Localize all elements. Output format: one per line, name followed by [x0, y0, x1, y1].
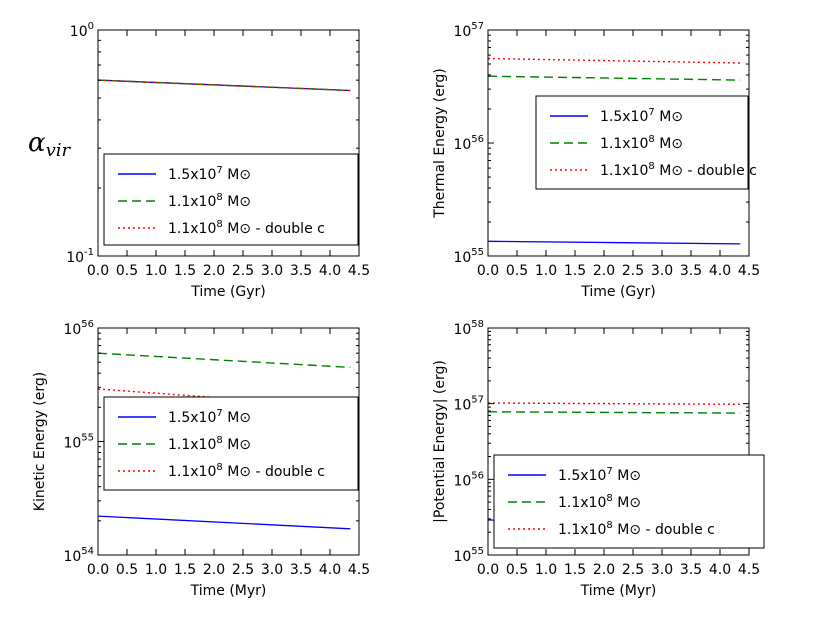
x-axis-label: Time (Myr)	[580, 583, 657, 599]
y-tick-label: 1056	[63, 319, 94, 338]
legend-label-2: 1.1x108 M⊙	[558, 493, 641, 511]
x-tick-label: 1.5	[564, 562, 586, 578]
legend-label-1: 1.5x107 M⊙	[168, 408, 251, 426]
legend-label-2: 1.1x108 M⊙	[600, 134, 683, 152]
legend-label-3: 1.1x108 M⊙ - double c	[168, 219, 325, 237]
plot-frame	[97, 29, 360, 257]
x-tick-label: 0.0	[477, 562, 499, 578]
x-tick-label: 0.0	[87, 562, 109, 578]
x-tick-label: 1.5	[174, 562, 196, 578]
legend-label-3: 1.1x108 M⊙ - double c	[168, 462, 325, 480]
series-line-3	[487, 57, 741, 64]
legend-label-1: 1.5x107 M⊙	[168, 165, 251, 183]
x-tick-label: 4.5	[738, 263, 760, 279]
y-tick-label: 100	[70, 21, 94, 40]
chart-panel-top-right: 0.0 0.5 1.0 1.5 2.0 2.5 3.0 3.5 4.0 4.5 1055 1056 10…	[432, 21, 760, 300]
y-tick-label: 1056	[453, 134, 484, 153]
y-tick-label: 1055	[453, 546, 484, 565]
y-tick-label: 1055	[63, 433, 94, 452]
x-tick-label: 2.5	[622, 562, 644, 578]
legend: 1.5x107 M⊙ 1.1x108 M⊙ 1.1x108 M⊙ - double …	[103, 153, 359, 246]
legend-label-2: 1.1x108 M⊙	[168, 192, 251, 210]
series-line-1	[97, 515, 351, 530]
y-tick-label: 1057	[453, 395, 484, 414]
y-axis-label: Thermal Energy (erg)	[432, 68, 448, 219]
series-line-1	[487, 240, 741, 245]
x-tick-label: 4.5	[738, 562, 760, 578]
x-tick-label: 2.0	[593, 263, 615, 279]
x-tick-label: 2.5	[232, 562, 254, 578]
x-tick-label: 3.0	[651, 263, 673, 279]
y-axis-label: αvir	[28, 128, 71, 161]
x-tick-label: 4.0	[319, 263, 341, 279]
legend-box	[103, 153, 359, 246]
x-tick-label: 1.5	[174, 263, 196, 279]
x-tick-label: 4.0	[709, 263, 731, 279]
y-axis-label: Kinetic Energy (erg)	[32, 372, 48, 511]
x-tick-label: 4.0	[709, 562, 731, 578]
x-tick-label: 1.0	[145, 263, 167, 279]
x-tick-label: 1.5	[564, 263, 586, 279]
x-tick-label: 1.0	[535, 263, 557, 279]
x-tick-label: 0.5	[116, 263, 138, 279]
x-tick-label: 1.0	[145, 562, 167, 578]
series-line-3	[487, 402, 741, 405]
x-tick-label: 3.0	[261, 562, 283, 578]
series-line-2	[487, 75, 741, 81]
y-tick-label: 1056	[453, 470, 484, 489]
y-tick-label: 1057	[453, 21, 484, 40]
series-line-2	[97, 352, 351, 369]
legend-label-3: 1.1x108 M⊙ - double c	[600, 161, 757, 179]
series-line-3	[97, 79, 351, 92]
legend: 1.5x107 M⊙ 1.1x108 M⊙ 1.1x108 M⊙ - double …	[535, 95, 757, 190]
x-tick-label: 1.0	[535, 562, 557, 578]
x-axis-label: Time (Myr)	[190, 583, 267, 599]
legend-label-3: 1.1x108 M⊙ - double c	[558, 520, 715, 538]
chart-panel-bottom-right: 0.0 0.5 1.0 1.5 2.0 2.5 3.0 3.5 4.0 4.5 1055 1056 10…	[432, 319, 765, 599]
x-tick-label: 0.5	[116, 562, 138, 578]
y-tick-label: 1058	[453, 319, 484, 338]
x-tick-label: 2.5	[622, 263, 644, 279]
chart-panel-top-left: 0.0 0.5 1.0 1.5 2.0 2.5 3.0 3.5 4.0 4.5 10-1 100 Tim…	[28, 21, 370, 300]
y-axis-label: |Potential Energy| (erg)	[432, 360, 448, 523]
series-line-2	[487, 411, 741, 414]
x-tick-label: 2.0	[203, 263, 225, 279]
x-axis-label: Time (Gyr)	[190, 284, 266, 300]
x-tick-label: 4.5	[348, 562, 370, 578]
x-tick-label: 4.5	[348, 263, 370, 279]
x-tick-label: 3.5	[290, 562, 312, 578]
x-tick-label: 3.0	[651, 562, 673, 578]
x-tick-label: 0.0	[477, 263, 499, 279]
x-tick-label: 4.0	[319, 562, 341, 578]
legend-label-1: 1.5x107 M⊙	[558, 466, 641, 484]
y-tick-label: 1054	[63, 546, 94, 565]
x-tick-label: 0.5	[506, 263, 528, 279]
x-tick-label: 2.5	[232, 263, 254, 279]
x-axis-label: Time (Gyr)	[580, 284, 656, 300]
x-tick-label: 2.0	[203, 562, 225, 578]
chart-panel-bottom-left: 0.0 0.5 1.0 1.5 2.0 2.5 3.0 3.5 4.0 4.5 1054 1055 10…	[32, 319, 370, 599]
legend-label-2: 1.1x108 M⊙	[168, 435, 251, 453]
x-tick-label: 3.5	[290, 263, 312, 279]
x-tick-label: 3.5	[680, 263, 702, 279]
y-tick-label: 1055	[453, 247, 484, 266]
legend: 1.5x107 M⊙ 1.1x108 M⊙ 1.1x108 M⊙ - double …	[103, 396, 359, 491]
plot-frame	[487, 327, 750, 556]
x-tick-label: 0.5	[506, 562, 528, 578]
x-tick-label: 3.0	[261, 263, 283, 279]
legend-label-1: 1.5x107 M⊙	[600, 107, 683, 125]
y-tick-label: 10-1	[66, 247, 94, 266]
x-tick-label: 0.0	[87, 263, 109, 279]
x-tick-label: 3.5	[680, 562, 702, 578]
legend: 1.5x107 M⊙ 1.1x108 M⊙ 1.1x108 M⊙ - double …	[493, 454, 765, 549]
x-tick-label: 2.0	[593, 562, 615, 578]
